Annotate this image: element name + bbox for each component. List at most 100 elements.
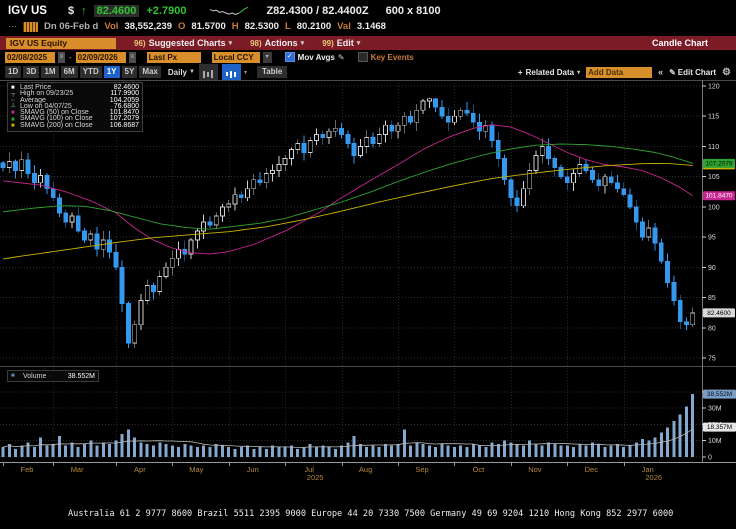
mov-avgs-edit-pencil-icon[interactable]: ✎	[337, 52, 345, 62]
volume-legend[interactable]: ■ Volume 38.552M	[7, 370, 99, 382]
candle-chart-type-button[interactable]	[198, 64, 218, 80]
legend-row-smavg100[interactable]: ■ SMAVG (100) on Close 107.2079	[11, 115, 139, 123]
legend-value: 101.8470	[109, 109, 139, 117]
bar-chart-icon	[226, 70, 237, 78]
svg-text:Jul: Jul	[304, 465, 314, 474]
key-events-checkbox[interactable]	[357, 52, 368, 62]
ticker-line-1: IGV US $ ↑ 82.4600 +2.7900 Z82.4300 / 82…	[8, 3, 736, 19]
chart-area: 120115110105100959085807540M30M20M10M0Fe…	[0, 80, 736, 483]
range-tab-row: 1D 3D 1M 6M YTD 1Y 5Y Max Daily ▼ ▾ Table + Rel…	[0, 64, 736, 80]
alert-grid-icon[interactable]	[23, 21, 38, 32]
related-data-button[interactable]: + Related Data ▾	[518, 68, 580, 77]
ma-line-100	[2, 143, 693, 230]
quote-size: 600 x 8100	[385, 5, 441, 17]
range-tab-1y[interactable]: 1Y	[103, 66, 120, 78]
key-events-label[interactable]: Key Events	[370, 52, 414, 62]
pencil-icon: ✎	[669, 67, 676, 77]
price-legend[interactable]: ■ Last Price 82.4600 ┬ High on 09/23/25 …	[7, 82, 143, 133]
mov-avgs-checkbox[interactable]: ✓	[284, 52, 295, 62]
date-to-stepper[interactable]: ≡	[128, 51, 136, 63]
currency-caret-icon[interactable]: ▾	[262, 51, 272, 63]
svg-text:Mar: Mar	[71, 465, 84, 474]
svg-text:80: 80	[708, 325, 716, 332]
svg-text:0: 0	[708, 455, 712, 462]
legend-label: Low on 04/07/25	[20, 102, 72, 110]
svg-text:38.552M: 38.552M	[707, 391, 732, 398]
mov-avgs-label[interactable]: Mov Avgs	[297, 52, 335, 62]
svg-text:85: 85	[708, 295, 716, 302]
menu-suggested-charts[interactable]: 96) Suggested Charts ▾	[134, 38, 232, 48]
grid-lines	[0, 80, 702, 462]
legend-label: Average	[20, 96, 46, 104]
date-from-input[interactable]	[5, 51, 55, 63]
svg-text:Apr: Apr	[134, 465, 146, 474]
bar-chart-type-button[interactable]	[221, 64, 241, 80]
legend-row-average[interactable]: ┄ Average 104.2059	[11, 96, 139, 104]
period-label: Daily	[167, 67, 187, 77]
svg-text:2026: 2026	[645, 473, 662, 482]
date-from-stepper[interactable]: ≡	[58, 51, 65, 63]
range-tab-5y[interactable]: 5Y	[121, 66, 138, 78]
range-tab-3d[interactable]: 3D	[23, 66, 40, 78]
security-symbol: IGV US	[8, 5, 47, 17]
svg-text:82.4600: 82.4600	[707, 310, 731, 317]
collapse-panel-icon[interactable]: «	[658, 67, 664, 77]
menu-actions[interactable]: 98) Actions ▾	[250, 38, 304, 48]
legend-row-high[interactable]: ┬ High on 09/23/25 117.9900	[11, 90, 139, 98]
currency-select[interactable]: Local CCY	[211, 51, 260, 63]
legend-row-last-price[interactable]: ■ Last Price 82.4600	[11, 84, 139, 91]
menu-label: Suggested Charts	[148, 38, 226, 48]
terminal-footer: Australia 61 2 9777 8600 Brazil 5511 239…	[0, 483, 736, 529]
chart-canvas[interactable]: 120115110105100959085807540M30M20M10M0Fe…	[0, 80, 736, 483]
range-tab-1d[interactable]: 1D	[5, 66, 22, 78]
date-to-input[interactable]	[75, 51, 126, 63]
caret-down-icon: ▾	[577, 69, 581, 76]
svg-text:120: 120	[708, 84, 720, 91]
legend-row-smavg200[interactable]: ■ SMAVG (200) on Close 106.8687	[11, 121, 139, 129]
legend-value: 104.2059	[109, 96, 139, 104]
related-data-label: Related Data	[525, 67, 575, 77]
low-value: 80.2100	[296, 21, 332, 32]
svg-text:101.8470: 101.8470	[705, 193, 732, 200]
price-candles	[0, 98, 696, 348]
svg-text:90: 90	[708, 265, 716, 272]
menu-edit[interactable]: 99) Edit ▾	[322, 38, 360, 48]
add-data-input[interactable]	[586, 66, 653, 78]
bid-ask-quote: Z82.4300 / 82.4400Z	[266, 5, 369, 17]
range-tab-ytd[interactable]: YTD	[79, 66, 102, 78]
legend-row-smavg50[interactable]: ■ SMAVG (50) on Close 101.8470	[11, 109, 139, 117]
legend-label: SMAVG (200) on Close	[20, 121, 93, 129]
right-tool-cluster: + Related Data ▾ « ✎ Edit Chart ⚙	[518, 66, 731, 78]
svg-text:30M: 30M	[708, 406, 722, 413]
legend-label: SMAVG (100) on Close	[20, 115, 93, 123]
security-input[interactable]: IGV US Equity	[6, 37, 116, 49]
volume-swatch: ■	[11, 373, 15, 379]
svg-text:110: 110	[708, 144, 719, 151]
svg-text:Aug: Aug	[359, 465, 372, 474]
ticker-header: IGV US $ ↑ 82.4600 +2.7900 Z82.4300 / 82…	[0, 0, 736, 34]
low-marker-icon: ┴	[11, 104, 16, 111]
axis-badges: 107.2079 101.8470 82.4600 38.552M 18.357M	[703, 158, 736, 432]
range-tab-1m[interactable]: 1M	[41, 66, 59, 78]
legend-label: High on 09/23/25	[20, 90, 74, 98]
legend-label: Last Price	[20, 84, 52, 91]
val-label: Val	[337, 21, 351, 32]
menu-number: 98)	[250, 38, 262, 48]
range-tabs: 1D 3D 1M 6M YTD 1Y 5Y Max	[5, 66, 161, 78]
study-select[interactable]: Last Px	[146, 51, 201, 63]
legend-row-low[interactable]: ┴ Low on 04/07/25 76.6800	[11, 102, 139, 111]
edit-chart-button[interactable]: ✎ Edit Chart	[669, 68, 716, 77]
svg-text:10M: 10M	[708, 438, 722, 445]
period-dropdown[interactable]: Daily ▼	[168, 68, 195, 77]
range-tab-6m[interactable]: 6M	[60, 66, 78, 78]
ticker-line-2: ⋯ Dn 06-Feb d Vol 38,552,239 O 81.5700 H…	[8, 19, 736, 34]
settings-gear-icon[interactable]: ⚙	[722, 66, 731, 78]
overflow-dots-icon[interactable]: ⋯	[8, 21, 17, 31]
smavg200-swatch: ■	[11, 122, 15, 129]
edit-chart-label: Edit Chart	[677, 67, 717, 77]
chart-type-caret-icon[interactable]: ▾	[243, 69, 247, 76]
legend-value: 107.2079	[109, 115, 139, 123]
high-marker-icon: ┬	[11, 91, 16, 98]
table-button[interactable]: Table	[256, 66, 288, 78]
range-tab-max[interactable]: Max	[139, 66, 161, 78]
